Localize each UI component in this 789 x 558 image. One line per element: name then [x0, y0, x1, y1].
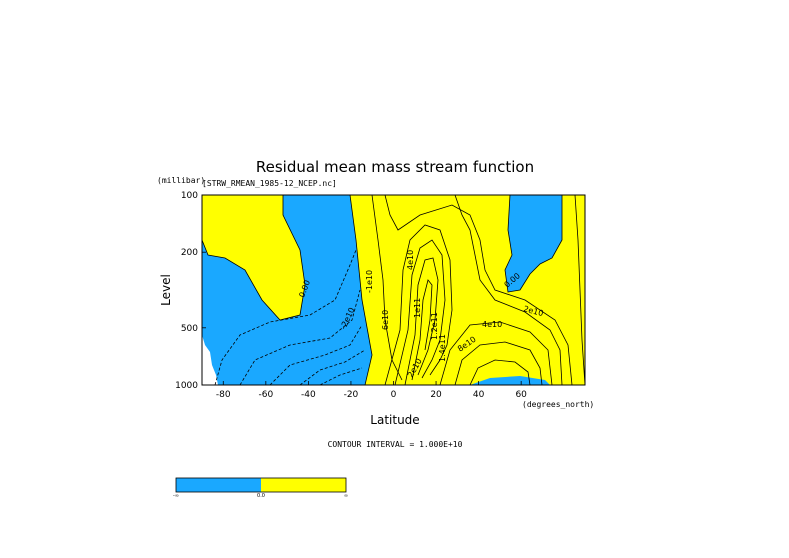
y-tick-label: 200: [181, 248, 198, 258]
y-axis-ticks: 100 200 500 1000: [175, 191, 206, 391]
contour-label: 1e11: [413, 298, 422, 318]
contour-label: 4e10: [406, 250, 415, 270]
contour-lines: [202, 195, 585, 385]
contour-label: 6e10: [381, 310, 390, 330]
x-tick-label: 0: [391, 390, 397, 400]
contour-line: [384, 224, 453, 385]
contour-line: [202, 195, 306, 321]
contour-line: [214, 249, 357, 385]
x-tick-label: -60: [258, 390, 273, 400]
contour-label: 1.2e11: [430, 312, 439, 340]
y-axis-label: Level: [159, 274, 173, 306]
negative-region-north: [505, 195, 562, 292]
contour-line: [404, 257, 439, 385]
colorbar-positive: [261, 478, 346, 492]
x-axis-label: Latitude: [370, 413, 419, 427]
contour-line: [299, 349, 366, 385]
contour-line: [469, 359, 531, 385]
contour-line: [574, 195, 585, 385]
colorbar-label-max: ∞: [344, 493, 348, 499]
x-tick-label: 40: [473, 390, 485, 400]
colorbar-negative: [176, 478, 261, 492]
colorbar-frame: [175, 477, 347, 493]
colorbar-label-zero: 0.0: [257, 493, 265, 499]
x-tick-label: 60: [515, 390, 527, 400]
contour-label: 0.00: [583, 262, 592, 280]
contour-line: [349, 195, 373, 385]
chart-subtitle: [STRW_RMEAN_1985-12_NCEP.nc]: [202, 179, 337, 188]
contour-line: [384, 195, 573, 385]
x-tick-label: 20: [430, 390, 442, 400]
missing-data-corner: [202, 335, 218, 385]
contour-interval-text: CONTOUR INTERVAL = 1.000E+10: [328, 440, 463, 449]
colorbar: -∞ 0.0 ∞: [173, 477, 348, 499]
contour-line: [454, 341, 543, 385]
x-units-label: (degrees_north): [522, 400, 594, 409]
x-tick-label: -40: [301, 390, 316, 400]
y-tick-label: 1000: [175, 381, 198, 391]
contour-line: [371, 195, 403, 381]
contour-label: 1.4e11: [438, 334, 447, 362]
contour-line: [439, 321, 553, 385]
contour-line: [504, 195, 563, 293]
x-tick-label: -20: [344, 390, 359, 400]
contour-line: [454, 195, 563, 385]
x-axis-ticks: -80 -60 -40 -20 0 20 40 60: [216, 381, 527, 400]
negative-region-south: [202, 195, 372, 385]
contour-line: [319, 367, 363, 385]
contour-line: [394, 239, 446, 385]
contour-labels: 0.00 -2e10 -1e10 4e10 6e10 1e11 1.2e11 1…: [297, 250, 592, 379]
contour-line: [411, 279, 433, 381]
colorbar-label-min: -∞: [173, 493, 179, 499]
contour-label: 4e10: [482, 320, 502, 329]
y-tick-label: 100: [181, 191, 198, 201]
y-tick-label: 500: [181, 324, 198, 334]
y-units-label: (millibar): [157, 176, 205, 185]
chart-title: Residual mean mass stream function: [256, 158, 534, 176]
filled-contours: 0.00 -2e10 -1e10 4e10 6e10 1e11 1.2e11 1…: [202, 195, 592, 385]
contour-label: -1e10: [365, 270, 374, 293]
x-tick-label: -80: [216, 390, 231, 400]
contour-line: [239, 289, 361, 385]
